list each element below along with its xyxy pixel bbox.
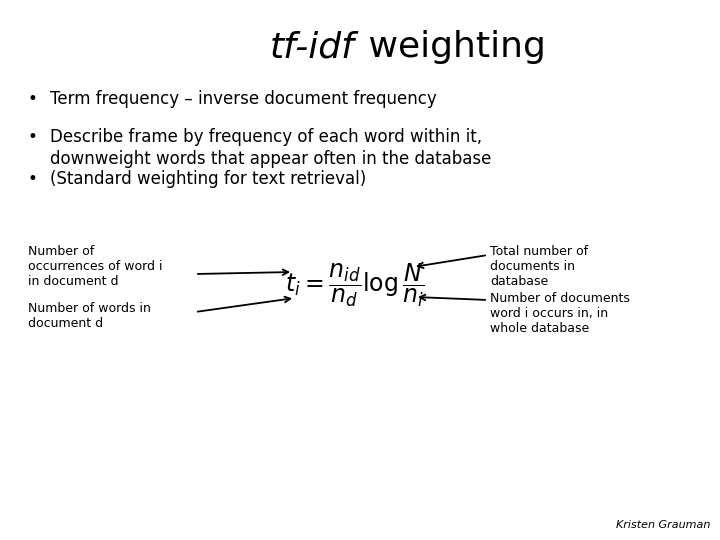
Text: Total number of
documents in
database: Total number of documents in database xyxy=(490,245,588,288)
Text: Kristen Grauman: Kristen Grauman xyxy=(616,520,710,530)
Text: tf-idf: tf-idf xyxy=(270,30,355,64)
Text: (Standard weighting for text retrieval): (Standard weighting for text retrieval) xyxy=(50,170,366,188)
Text: •: • xyxy=(28,170,38,188)
Text: Number of documents
word i occurs in, in
whole database: Number of documents word i occurs in, in… xyxy=(490,292,630,335)
Text: downweight words that appear often in the database: downweight words that appear often in th… xyxy=(50,150,491,168)
Text: •: • xyxy=(28,128,38,146)
Text: $t_i = \dfrac{n_{id}}{n_d} \log \dfrac{N}{n_i}$: $t_i = \dfrac{n_{id}}{n_d} \log \dfrac{N… xyxy=(285,261,425,309)
Text: Number of words in
document d: Number of words in document d xyxy=(28,302,151,330)
Text: weighting: weighting xyxy=(357,30,546,64)
Text: •: • xyxy=(28,90,38,108)
Text: Number of
occurrences of word i
in document d: Number of occurrences of word i in docum… xyxy=(28,245,163,288)
Text: Describe frame by frequency of each word within it,: Describe frame by frequency of each word… xyxy=(50,128,482,146)
Text: Term frequency – inverse document frequency: Term frequency – inverse document freque… xyxy=(50,90,437,108)
